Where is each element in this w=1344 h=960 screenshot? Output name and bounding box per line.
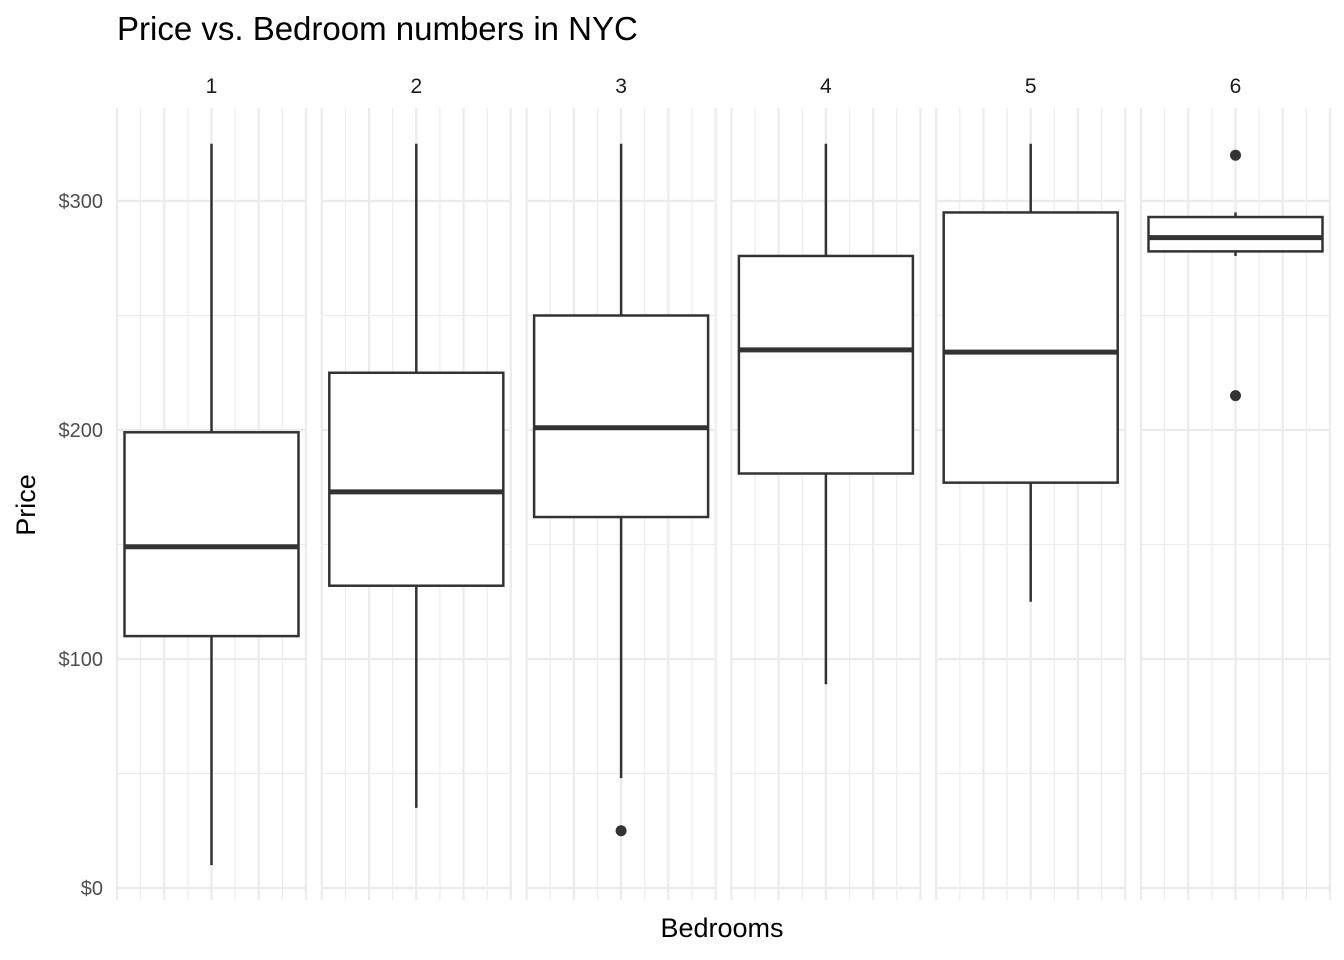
outlier-point bbox=[1230, 390, 1241, 402]
facet-panel-1: 1 bbox=[115, 75, 308, 900]
box-4 bbox=[737, 254, 915, 475]
facet-label-6: 6 bbox=[1230, 75, 1242, 98]
facet-panel-4: 4 bbox=[730, 75, 922, 900]
box-2 bbox=[328, 371, 505, 587]
facet-label-2: 2 bbox=[410, 75, 422, 98]
facet-label-5: 5 bbox=[1025, 75, 1037, 98]
facet-label-3: 3 bbox=[615, 75, 627, 98]
outlier-point bbox=[615, 825, 627, 837]
y-tick-label: $100 bbox=[59, 649, 104, 671]
box-3 bbox=[532, 314, 710, 519]
facet-panels: 1 2 3 4 5 6 bbox=[115, 75, 1332, 900]
facet-label-4: 4 bbox=[820, 75, 832, 98]
chart-title: Price vs. Bedroom numbers in NYC bbox=[117, 10, 638, 47]
facet-panel-3: 3 bbox=[525, 75, 717, 900]
facet-panel-6: 6 bbox=[1139, 75, 1332, 900]
x-axis-title: Bedrooms bbox=[660, 913, 783, 943]
facet-panel-2: 2 bbox=[320, 75, 512, 900]
facet-panel-5: 5 bbox=[935, 75, 1127, 900]
y-tick-label: $0 bbox=[81, 878, 103, 900]
outlier-point bbox=[1230, 149, 1241, 161]
y-tick-label: $300 bbox=[59, 191, 104, 213]
facet-label-1: 1 bbox=[206, 75, 218, 98]
box-6 bbox=[1147, 215, 1324, 253]
box-5 bbox=[942, 211, 1119, 484]
box-1 bbox=[123, 431, 300, 638]
y-tick-label: $200 bbox=[59, 420, 104, 442]
y-axis: $0 $100 $200 $300 bbox=[59, 191, 104, 900]
y-axis-title: Price bbox=[11, 474, 41, 536]
